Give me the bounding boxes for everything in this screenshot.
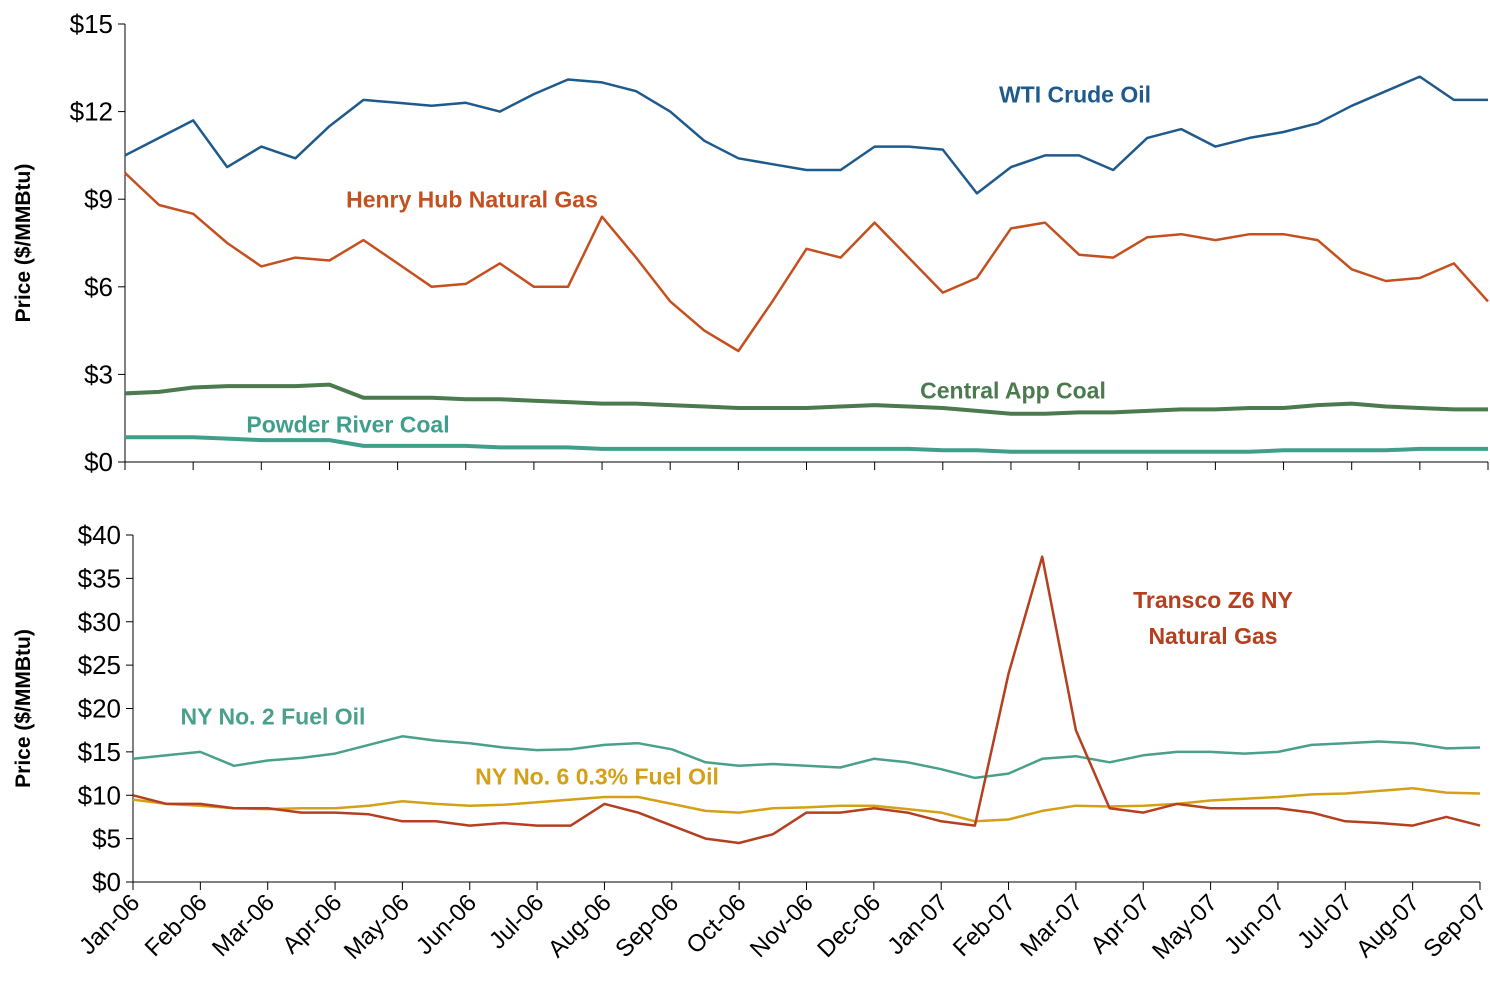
x-tick-label: Jul-07: [1292, 889, 1357, 954]
x-tick-label: Apr-06: [277, 889, 347, 959]
y-tick-label: $12: [70, 97, 113, 127]
series-label: Central App Coal: [920, 377, 1106, 404]
x-tick-label: Aug-06: [543, 889, 617, 963]
series-line: [132, 787, 1481, 823]
x-tick-label: Sep-07: [1418, 889, 1490, 963]
y-tick-label: $6: [84, 272, 113, 302]
y-tick-label: $15: [70, 9, 113, 39]
series-line: [124, 75, 1488, 195]
x-tick-label: Sep-06: [610, 889, 684, 963]
x-tick-label: May-06: [339, 889, 415, 965]
x-tick-label: Jun-06: [411, 889, 482, 960]
y-tick-label: $3: [84, 359, 113, 389]
y-tick-label: $35: [78, 563, 121, 593]
x-tick-label: Jan-06: [74, 889, 145, 960]
y-axis-label: Price ($/MMBtu): [12, 629, 35, 788]
x-tick-label: Dec-06: [812, 889, 886, 963]
series-label: Transco Z6 NY Natural Gas: [1133, 587, 1293, 649]
x-tick-label: Feb-07: [948, 889, 1021, 962]
series-label: NY No. 2 Fuel Oil: [180, 703, 366, 730]
series-line: [125, 435, 1488, 454]
series-line: [132, 735, 1481, 780]
y-tick-label: $25: [78, 650, 121, 680]
y-tick-label: $10: [78, 780, 121, 810]
y-axis-label: Price ($/MMBtu): [12, 164, 35, 323]
series-label: Henry Hub Natural Gas: [346, 186, 598, 213]
series-label: NY No. 6 0.3% Fuel Oil: [475, 763, 719, 790]
series-label: WTI Crude Oil: [998, 81, 1152, 108]
y-tick-label: $40: [78, 520, 121, 550]
x-tick-label: Feb-06: [140, 889, 213, 962]
x-tick-label: Aug-07: [1351, 889, 1425, 963]
y-tick-label: $15: [78, 737, 121, 767]
x-tick-label: Nov-06: [745, 889, 819, 963]
y-tick-label: $0: [84, 447, 113, 477]
x-tick-label: Jun-07: [1219, 889, 1290, 960]
x-tick-label: Jul-06: [484, 889, 549, 954]
y-tick-label: $20: [78, 694, 121, 724]
series-line: [132, 555, 1481, 845]
x-tick-label: Apr-07: [1085, 889, 1155, 959]
series-line: [124, 171, 1489, 353]
x-tick-label: May-07: [1147, 889, 1223, 965]
series-line: [124, 382, 1488, 416]
y-tick-label: $0: [92, 867, 121, 897]
x-tick-label: Oct-06: [681, 889, 751, 959]
x-tick-label: Mar-06: [207, 889, 280, 962]
series-label: Powder River Coal: [246, 411, 450, 438]
y-tick-label: $9: [84, 184, 113, 214]
y-tick-label: $30: [78, 607, 121, 637]
x-tick-label: Mar-07: [1015, 889, 1088, 962]
y-tick-label: $5: [92, 824, 121, 854]
x-tick-label: Jan-07: [882, 889, 953, 960]
